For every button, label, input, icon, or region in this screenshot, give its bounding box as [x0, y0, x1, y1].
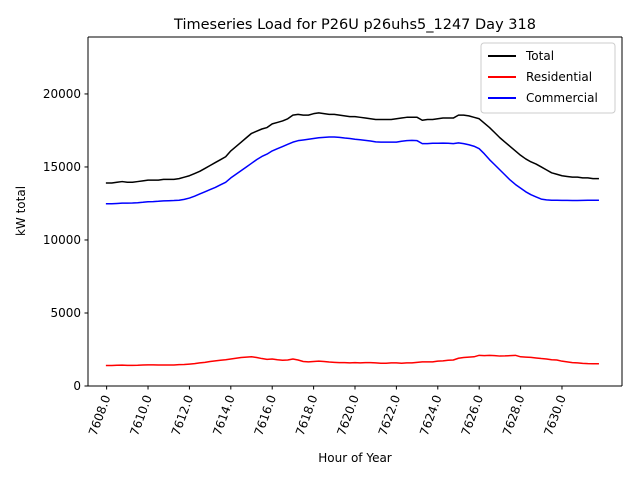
series-line-total: [105, 112, 599, 184]
series-line-commercial: [105, 136, 599, 205]
y-tick-label: 20000: [43, 87, 81, 101]
series-layer: [105, 112, 599, 367]
y-axis-label: kW total: [14, 186, 28, 236]
x-axis-label: Hour of Year: [318, 451, 392, 465]
legend-label-residential: Residential: [526, 70, 592, 84]
legend-label-commercial: Commercial: [526, 91, 598, 105]
y-axis-ticks: 0 5000 10000 15000 20000: [43, 87, 88, 393]
y-tick-label: 10000: [43, 233, 81, 247]
y-tick-label: 15000: [43, 160, 81, 174]
chart-title: Timeseries Load for P26U p26uhs5_1247 Da…: [173, 17, 536, 33]
y-tick-label: 0: [73, 379, 81, 393]
series-line-residential: [105, 354, 599, 367]
y-tick-label: 5000: [50, 306, 81, 320]
legend-label-total: Total: [525, 49, 554, 63]
legend: Total Residential Commercial: [480, 42, 616, 114]
legend-box: [480, 42, 616, 114]
